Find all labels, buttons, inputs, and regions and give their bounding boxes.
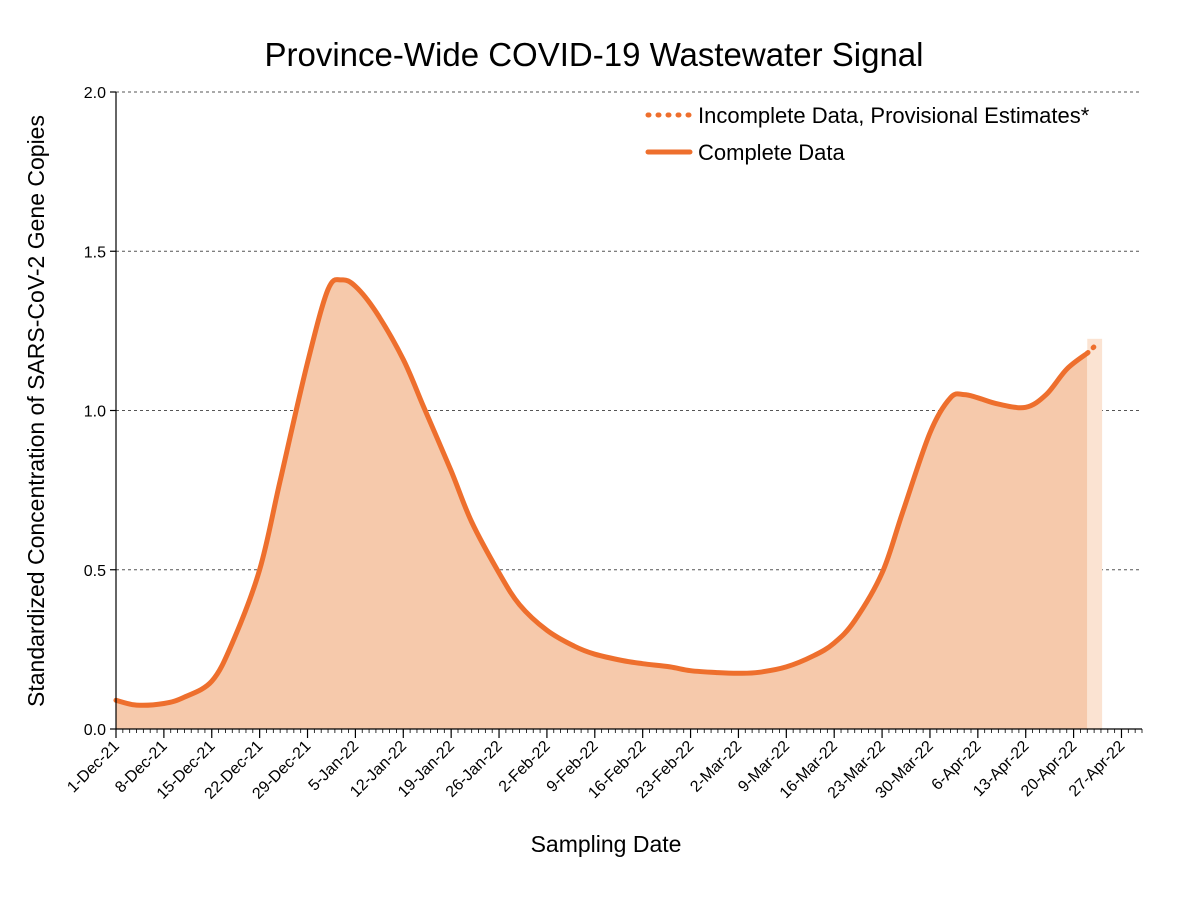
series-line-complete <box>113 277 1090 708</box>
area-fill-complete <box>116 279 1088 729</box>
series-line-provisional <box>1084 344 1097 356</box>
legend-label-complete: Complete Data <box>698 140 846 165</box>
y-tick-label: 0.0 <box>84 722 106 739</box>
chart-series-lines <box>113 277 1097 708</box>
y-tick-label: 2.0 <box>84 85 106 102</box>
y-tick-label: 0.5 <box>84 563 106 580</box>
x-tick-labels: 1-Dec-218-Dec-2115-Dec-2122-Dec-2129-Dec… <box>64 738 1128 803</box>
y-tick-label: 1.0 <box>84 404 106 421</box>
y-tick-label: 1.5 <box>84 244 106 261</box>
chart-axes <box>110 91 1143 738</box>
y-tick-labels: 0.0 0.5 1.0 1.5 2.0 <box>84 85 106 739</box>
legend-label-provisional: Incomplete Data, Provisional Estimates* <box>698 103 1090 128</box>
chart-area-fill <box>116 279 1103 729</box>
legend: Incomplete Data, Provisional Estimates* … <box>645 103 1090 165</box>
y-axis-label: Standardized Concentration of SARS-CoV-2… <box>23 115 49 707</box>
x-axis-label: Sampling Date <box>531 831 682 857</box>
chart-title: Province-Wide COVID-19 Wastewater Signal <box>264 36 923 73</box>
area-fill-provisional <box>1087 338 1103 729</box>
x-tick-label: 2-Feb-22 <box>496 738 554 796</box>
x-tick-label: 2-Mar-22 <box>687 738 745 796</box>
